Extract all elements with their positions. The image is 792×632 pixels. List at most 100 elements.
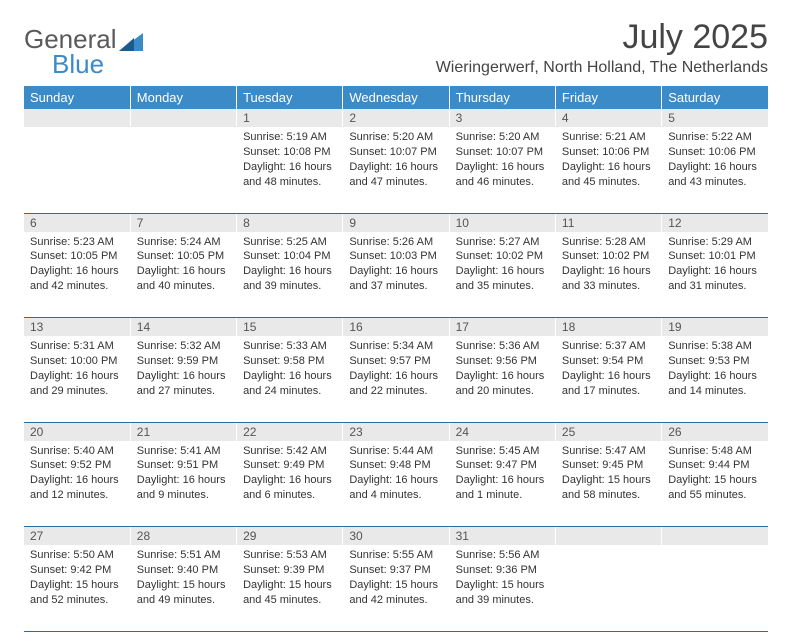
day-cell: Sunrise: 5:50 AMSunset: 9:42 PMDaylight:… [24,545,130,631]
sunrise-text: Sunrise: 5:51 AM [137,548,230,563]
week-3-numbers: 20212223242526 [24,422,768,441]
day-number: 3 [449,109,555,127]
daylight-text: Daylight: 16 hours and 47 minutes. [349,160,442,190]
daylight-text: Daylight: 16 hours and 40 minutes. [137,264,230,294]
sunrise-text: Sunrise: 5:50 AM [30,548,124,563]
sunrise-text: Sunrise: 5:26 AM [349,235,442,250]
day-number: 4 [555,109,661,127]
daylight-text: Daylight: 16 hours and 43 minutes. [668,160,762,190]
sunset-text: Sunset: 9:49 PM [243,458,336,473]
day-cell: Sunrise: 5:45 AMSunset: 9:47 PMDaylight:… [449,441,555,527]
sunrise-text: Sunrise: 5:36 AM [456,339,549,354]
sunrise-text: Sunrise: 5:56 AM [456,548,549,563]
day-number: 14 [130,318,236,337]
day-cell: Sunrise: 5:33 AMSunset: 9:58 PMDaylight:… [237,336,343,422]
day-number: 15 [237,318,343,337]
col-sunday: Sunday [24,86,130,109]
daylight-text: Daylight: 16 hours and 9 minutes. [137,473,230,503]
daylight-text: Daylight: 16 hours and 48 minutes. [243,160,336,190]
day-number: 1 [237,109,343,127]
day-cell: Sunrise: 5:42 AMSunset: 9:49 PMDaylight:… [237,441,343,527]
daylight-text: Daylight: 16 hours and 46 minutes. [456,160,549,190]
daylight-text: Daylight: 16 hours and 37 minutes. [349,264,442,294]
week-0-details: Sunrise: 5:19 AMSunset: 10:08 PMDaylight… [24,127,768,213]
day-number: 16 [343,318,449,337]
day-number: 24 [449,422,555,441]
week-3-details: Sunrise: 5:40 AMSunset: 9:52 PMDaylight:… [24,441,768,527]
daylight-text: Daylight: 16 hours and 24 minutes. [243,369,336,399]
day-number: 22 [237,422,343,441]
sunset-text: Sunset: 9:36 PM [456,563,549,578]
sunset-text: Sunset: 10:01 PM [668,249,762,264]
day-number: 8 [237,213,343,232]
sunrise-text: Sunrise: 5:37 AM [562,339,655,354]
col-tuesday: Tuesday [237,86,343,109]
sunrise-text: Sunrise: 5:19 AM [243,130,336,145]
sunset-text: Sunset: 9:53 PM [668,354,762,369]
day-cell: Sunrise: 5:19 AMSunset: 10:08 PMDaylight… [237,127,343,213]
sunset-text: Sunset: 9:48 PM [349,458,442,473]
day-cell: Sunrise: 5:47 AMSunset: 9:45 PMDaylight:… [555,441,661,527]
daylight-text: Daylight: 16 hours and 22 minutes. [349,369,442,399]
sunset-text: Sunset: 10:02 PM [456,249,549,264]
daylight-text: Daylight: 16 hours and 42 minutes. [30,264,124,294]
sunset-text: Sunset: 9:37 PM [349,563,442,578]
daylight-text: Daylight: 16 hours and 6 minutes. [243,473,336,503]
sunrise-text: Sunrise: 5:32 AM [137,339,230,354]
sunrise-text: Sunrise: 5:23 AM [30,235,124,250]
daylight-text: Daylight: 16 hours and 35 minutes. [456,264,549,294]
sunset-text: Sunset: 10:05 PM [137,249,230,264]
day-number [555,527,661,546]
sunrise-text: Sunrise: 5:31 AM [30,339,124,354]
week-1-details: Sunrise: 5:23 AMSunset: 10:05 PMDaylight… [24,232,768,318]
day-cell: Sunrise: 5:44 AMSunset: 9:48 PMDaylight:… [343,441,449,527]
sunset-text: Sunset: 9:45 PM [562,458,655,473]
sunrise-text: Sunrise: 5:44 AM [349,444,442,459]
day-cell: Sunrise: 5:36 AMSunset: 9:56 PMDaylight:… [449,336,555,422]
day-number: 30 [343,527,449,546]
day-number [662,527,768,546]
daylight-text: Daylight: 15 hours and 58 minutes. [562,473,655,503]
col-wednesday: Wednesday [343,86,449,109]
day-cell: Sunrise: 5:24 AMSunset: 10:05 PMDaylight… [130,232,236,318]
sunset-text: Sunset: 10:08 PM [243,145,336,160]
week-0-numbers: 12345 [24,109,768,127]
day-number: 18 [555,318,661,337]
sunset-text: Sunset: 10:06 PM [668,145,762,160]
sunset-text: Sunset: 9:56 PM [456,354,549,369]
col-friday: Friday [555,86,661,109]
sunrise-text: Sunrise: 5:20 AM [349,130,442,145]
day-cell: Sunrise: 5:53 AMSunset: 9:39 PMDaylight:… [237,545,343,631]
day-cell: Sunrise: 5:28 AMSunset: 10:02 PMDaylight… [555,232,661,318]
sunrise-text: Sunrise: 5:45 AM [456,444,549,459]
daylight-text: Daylight: 16 hours and 33 minutes. [562,264,655,294]
col-saturday: Saturday [662,86,768,109]
day-cell: Sunrise: 5:55 AMSunset: 9:37 PMDaylight:… [343,545,449,631]
sunrise-text: Sunrise: 5:38 AM [668,339,762,354]
day-number: 25 [555,422,661,441]
daylight-text: Daylight: 15 hours and 42 minutes. [349,578,442,608]
day-cell: Sunrise: 5:29 AMSunset: 10:01 PMDaylight… [662,232,768,318]
day-cell: Sunrise: 5:20 AMSunset: 10:07 PMDaylight… [449,127,555,213]
day-number: 12 [662,213,768,232]
day-number: 23 [343,422,449,441]
week-1-numbers: 6789101112 [24,213,768,232]
calendar-table: Sunday Monday Tuesday Wednesday Thursday… [24,86,768,632]
day-cell: Sunrise: 5:22 AMSunset: 10:06 PMDaylight… [662,127,768,213]
week-2-details: Sunrise: 5:31 AMSunset: 10:00 PMDaylight… [24,336,768,422]
day-cell: Sunrise: 5:21 AMSunset: 10:06 PMDaylight… [555,127,661,213]
sunrise-text: Sunrise: 5:25 AM [243,235,336,250]
day-cell [555,545,661,631]
day-cell [130,127,236,213]
sunrise-text: Sunrise: 5:40 AM [30,444,124,459]
day-number: 20 [24,422,130,441]
daylight-text: Daylight: 16 hours and 17 minutes. [562,369,655,399]
sunset-text: Sunset: 10:06 PM [562,145,655,160]
day-number: 10 [449,213,555,232]
day-number: 26 [662,422,768,441]
day-cell: Sunrise: 5:56 AMSunset: 9:36 PMDaylight:… [449,545,555,631]
page-title: July 2025 [436,18,768,57]
day-cell: Sunrise: 5:51 AMSunset: 9:40 PMDaylight:… [130,545,236,631]
sunset-text: Sunset: 9:58 PM [243,354,336,369]
sunset-text: Sunset: 9:59 PM [137,354,230,369]
